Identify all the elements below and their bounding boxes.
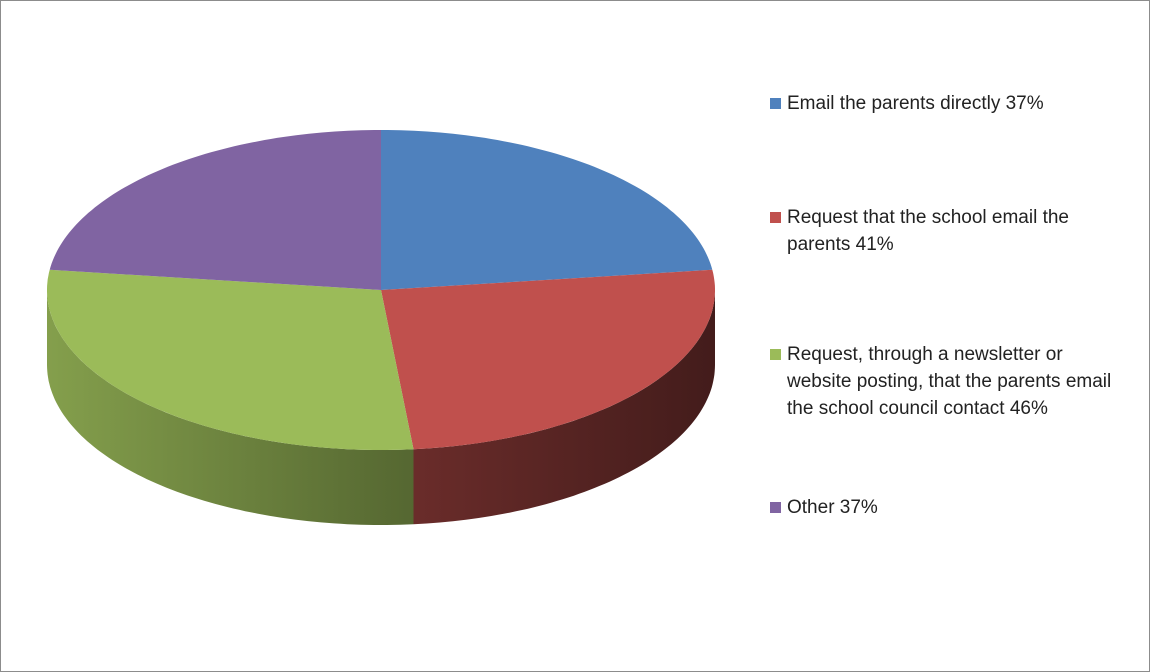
slice-side xyxy=(413,290,715,525)
legend-item: Request, through a newsletter or website… xyxy=(770,341,1120,422)
slice xyxy=(49,130,381,290)
slice xyxy=(381,130,713,290)
legend-label: Request, through a newsletter or website… xyxy=(787,344,1112,419)
legend-swatch xyxy=(770,98,781,109)
legend-swatch xyxy=(770,502,781,513)
legend-label: Request that the school email the parent… xyxy=(787,207,1070,255)
legend-label: Other 37% xyxy=(787,497,878,518)
legend-item: Email the parents directly 37% xyxy=(770,90,1120,117)
slice xyxy=(47,269,414,450)
slice-side xyxy=(47,290,414,525)
legend-swatch xyxy=(770,349,781,360)
slice xyxy=(381,269,715,450)
legend-label: Email the parents directly 37% xyxy=(787,93,1044,114)
legend-item: Other 37% xyxy=(770,494,1120,521)
legend-swatch xyxy=(770,212,781,223)
legend-item: Request that the school email the parent… xyxy=(770,204,1120,258)
